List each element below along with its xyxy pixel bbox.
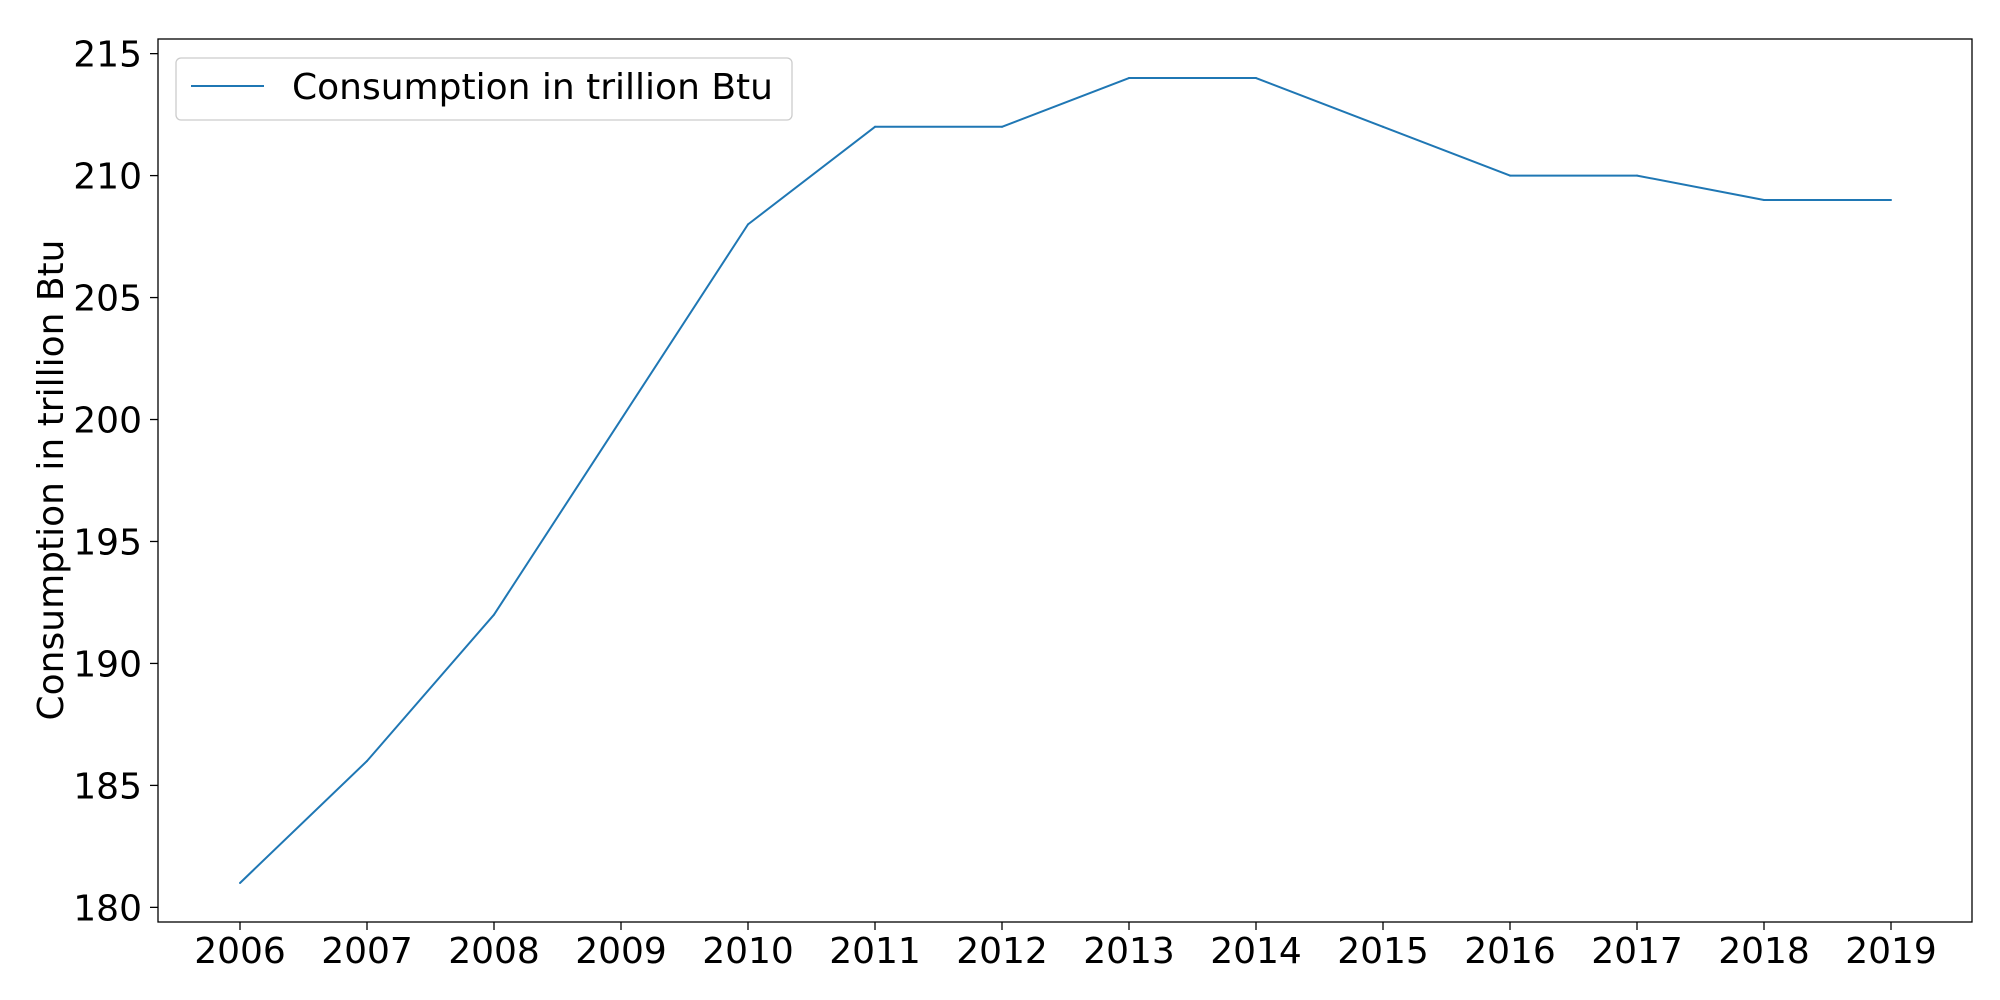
legend-label: Consumption in trillion Btu — [292, 67, 773, 108]
x-tick-label: 2013 — [1083, 931, 1175, 972]
x-tick-label: 2019 — [1845, 931, 1937, 972]
y-tick-label: 185 — [73, 766, 142, 807]
x-tick-label: 2010 — [702, 931, 794, 972]
legend-box — [175, 57, 793, 121]
x-tick-label: 2007 — [321, 931, 413, 972]
data-point — [1890, 198, 1892, 201]
y-tick-label: 205 — [73, 279, 142, 320]
data-point — [1382, 125, 1384, 128]
x-tick-label: 2017 — [1591, 931, 1683, 972]
data-point — [1001, 125, 1003, 128]
y-axis-title: Consumption in trillion Btu — [31, 240, 72, 721]
data-point — [493, 613, 495, 616]
y-tick-label: 180 — [73, 888, 142, 929]
y-tick-label: 215 — [73, 35, 142, 76]
data-point — [747, 223, 749, 226]
data-point — [620, 418, 622, 421]
x-tick-label: 2015 — [1337, 931, 1429, 972]
x-tick-label: 2012 — [956, 931, 1048, 972]
y-tick-label: 210 — [73, 157, 142, 198]
x-tick-label: 2009 — [575, 931, 667, 972]
plot-background — [158, 39, 1972, 922]
data-point — [1636, 174, 1638, 177]
x-axis: 2006 2007 2008 2009 2010 2011 2012 2013 2014 2015… — [194, 922, 1937, 972]
legend: Consumption in trillion Btu — [175, 57, 793, 121]
data-point — [1509, 174, 1511, 177]
x-tick-label: 2008 — [448, 931, 540, 972]
data-point — [239, 881, 241, 884]
data-point — [1763, 198, 1765, 201]
y-axis: 180 185 190 195 200 205 210 215 — [73, 35, 158, 929]
x-tick-label: 2014 — [1210, 931, 1302, 972]
plot-frame — [157, 38, 1973, 923]
y-tick-label: 190 — [73, 644, 142, 685]
data-point — [1128, 77, 1130, 80]
data-point — [874, 125, 876, 128]
data-point — [366, 760, 368, 763]
series-layer — [239, 77, 1892, 884]
series-line — [239, 77, 1891, 884]
x-tick-label: 2018 — [1718, 931, 1810, 972]
x-tick-label: 2011 — [829, 931, 921, 972]
data-point — [1255, 77, 1257, 80]
x-tick-label: 2016 — [1464, 931, 1556, 972]
y-tick-label: 200 — [73, 401, 142, 442]
y-tick-label: 195 — [73, 522, 142, 563]
x-tick-label: 2006 — [194, 931, 286, 972]
